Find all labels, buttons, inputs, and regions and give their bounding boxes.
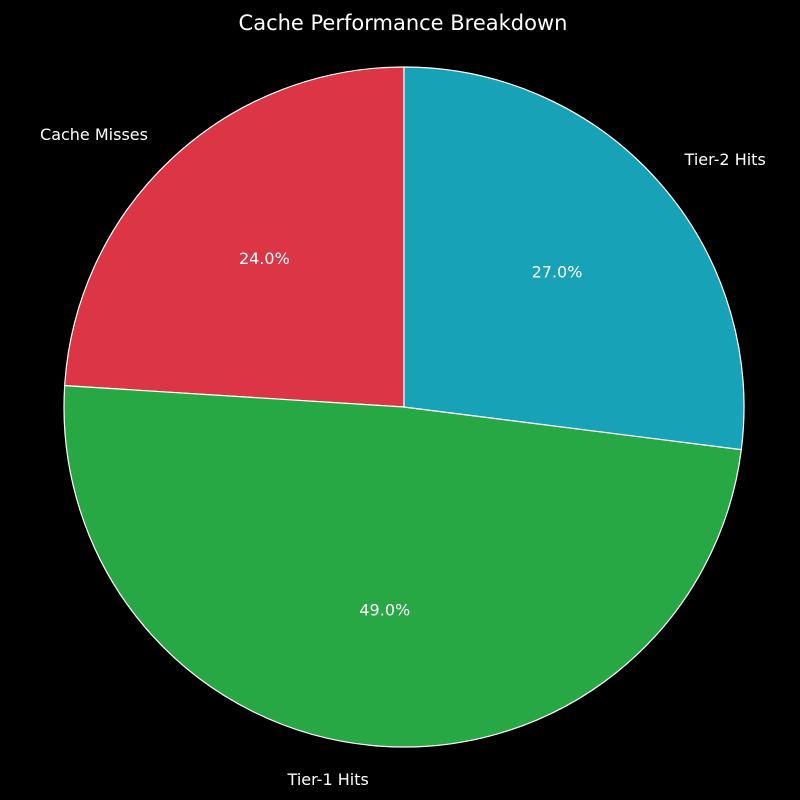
- pie-slices: [63, 66, 745, 748]
- pie-slice-tier-1-hits: [63, 385, 742, 748]
- pct-label-tier-1-hits: 49.0%: [359, 601, 410, 620]
- slice-label-tier-1-hits: Tier-1 Hits: [287, 770, 369, 789]
- chart-title: Cache Performance Breakdown: [239, 11, 568, 35]
- pct-label-cache-misses: 24.0%: [239, 249, 290, 268]
- pie-labels: 24.0% Cache Misses 49.0% Tier-1 Hits 27.0% Ti…: [40, 125, 766, 789]
- pct-label-tier-2-hits: 27.0%: [532, 263, 583, 282]
- pie-slice-tier-2-hits: [403, 66, 745, 451]
- pie-slice-cache-misses: [64, 66, 405, 408]
- slice-label-tier-2-hits: Tier-2 Hits: [684, 150, 766, 169]
- slice-label-cache-misses: Cache Misses: [40, 125, 148, 144]
